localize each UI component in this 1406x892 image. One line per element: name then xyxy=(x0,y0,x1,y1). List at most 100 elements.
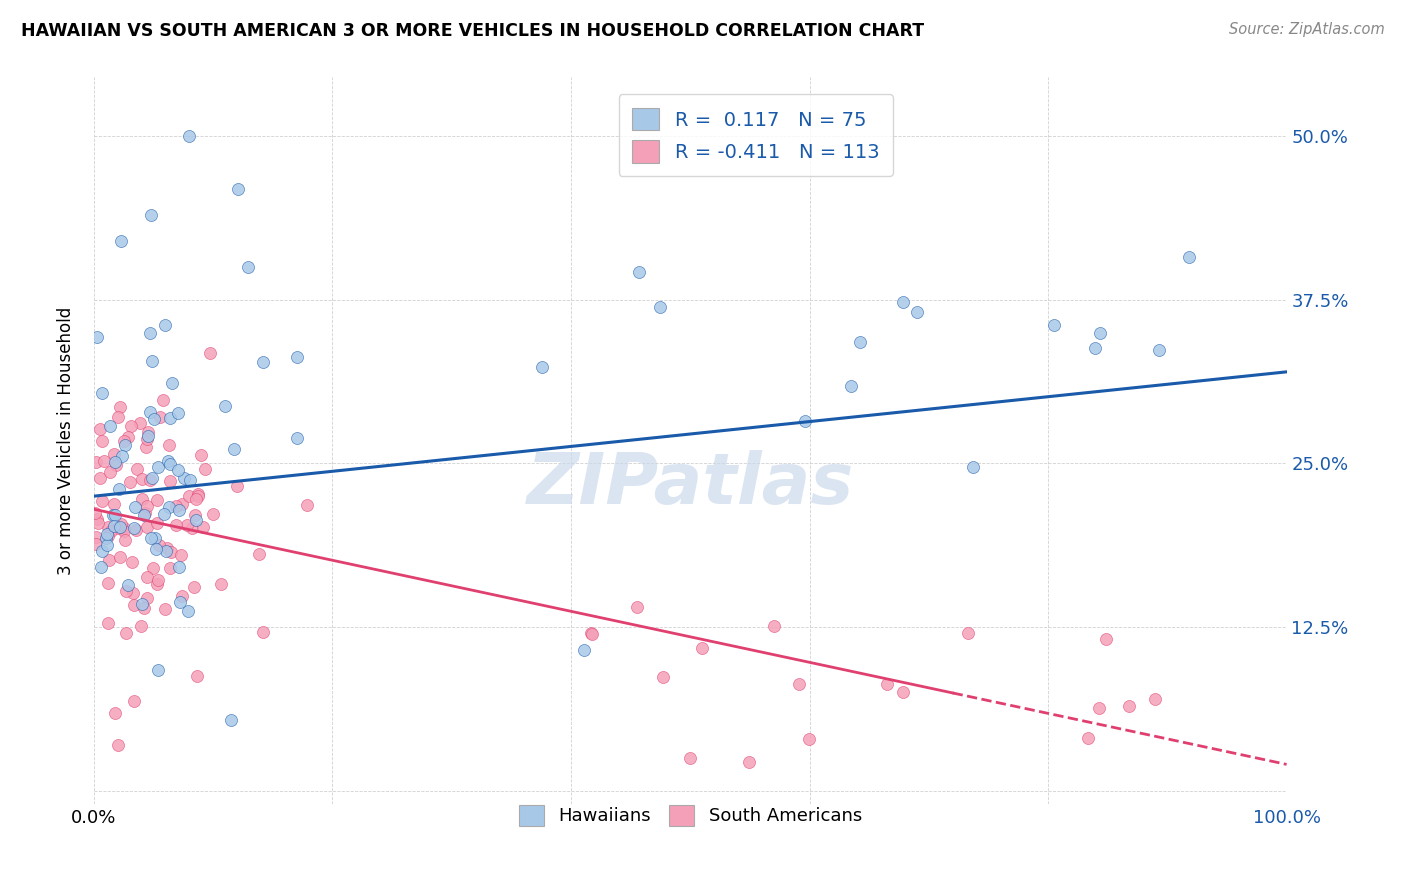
Point xyxy=(214,399,236,413)
Point xyxy=(136,591,159,605)
Point xyxy=(581,626,603,640)
Point xyxy=(201,507,224,521)
Point xyxy=(90,560,112,574)
Point xyxy=(1144,691,1167,706)
Point xyxy=(159,545,181,559)
Y-axis label: 3 or more Vehicles in Household: 3 or more Vehicles in Household xyxy=(58,307,75,574)
Point xyxy=(226,479,249,493)
Point xyxy=(167,502,190,516)
Point xyxy=(122,694,145,708)
Point xyxy=(107,410,129,425)
Point xyxy=(159,411,181,425)
Point xyxy=(149,409,172,424)
Point xyxy=(103,518,125,533)
Point xyxy=(186,513,208,527)
Point xyxy=(905,305,928,319)
Point xyxy=(135,440,157,454)
Point xyxy=(125,523,148,537)
Point xyxy=(100,524,122,539)
Point xyxy=(159,474,181,488)
Point xyxy=(179,474,201,488)
Point xyxy=(186,668,208,682)
Point xyxy=(146,576,169,591)
Point xyxy=(159,458,181,472)
Point xyxy=(86,512,108,526)
Point xyxy=(122,598,145,612)
Point xyxy=(581,625,603,640)
Text: Source: ZipAtlas.com: Source: ZipAtlas.com xyxy=(1229,22,1385,37)
Point xyxy=(91,544,114,558)
Point xyxy=(252,624,274,639)
Point xyxy=(89,471,111,485)
Point xyxy=(737,756,759,770)
Point xyxy=(131,597,153,611)
Point xyxy=(628,265,651,279)
Point xyxy=(191,520,214,534)
Point xyxy=(157,438,180,452)
Point xyxy=(141,354,163,368)
Point xyxy=(96,527,118,541)
Point xyxy=(97,529,120,543)
Point xyxy=(136,570,159,584)
Point xyxy=(531,360,554,375)
Point xyxy=(107,738,129,752)
Point xyxy=(87,516,110,530)
Point xyxy=(1095,632,1118,647)
Point xyxy=(83,506,105,520)
Point xyxy=(134,508,156,522)
Point xyxy=(134,506,156,520)
Point xyxy=(166,463,188,477)
Point xyxy=(165,499,187,513)
Point xyxy=(148,538,170,552)
Point xyxy=(157,453,180,467)
Point xyxy=(139,405,162,419)
Point xyxy=(122,585,145,599)
Point xyxy=(90,494,112,508)
Point xyxy=(91,385,114,400)
Point xyxy=(797,731,820,746)
Point xyxy=(692,641,714,656)
Point xyxy=(650,300,672,314)
Point xyxy=(209,576,232,591)
Point xyxy=(86,530,108,544)
Point xyxy=(101,508,124,523)
Point xyxy=(127,462,149,476)
Point xyxy=(198,346,221,360)
Point xyxy=(146,663,169,677)
Point xyxy=(103,447,125,461)
Point xyxy=(121,555,143,569)
Point xyxy=(134,601,156,615)
Point xyxy=(173,471,195,485)
Point xyxy=(107,521,129,535)
Point xyxy=(169,548,191,562)
Point xyxy=(93,454,115,468)
Legend: Hawaiians, South Americans: Hawaiians, South Americans xyxy=(509,796,870,835)
Point xyxy=(136,432,159,446)
Point xyxy=(110,516,132,531)
Point xyxy=(103,497,125,511)
Point xyxy=(91,434,114,449)
Point xyxy=(108,400,131,414)
Point xyxy=(176,518,198,533)
Point xyxy=(876,676,898,690)
Point xyxy=(166,406,188,420)
Point xyxy=(111,449,134,463)
Point xyxy=(190,449,212,463)
Text: ZIPatlas: ZIPatlas xyxy=(527,450,853,518)
Point xyxy=(146,460,169,475)
Point xyxy=(120,419,142,434)
Point xyxy=(135,500,157,514)
Point xyxy=(159,561,181,575)
Point xyxy=(112,524,135,539)
Point xyxy=(194,462,217,476)
Point xyxy=(156,541,179,555)
Point xyxy=(849,334,872,349)
Point xyxy=(103,455,125,469)
Point xyxy=(97,615,120,630)
Point xyxy=(238,260,260,275)
Point xyxy=(108,520,131,534)
Point xyxy=(131,618,153,632)
Point xyxy=(1077,731,1099,746)
Point xyxy=(89,422,111,436)
Point xyxy=(170,589,193,603)
